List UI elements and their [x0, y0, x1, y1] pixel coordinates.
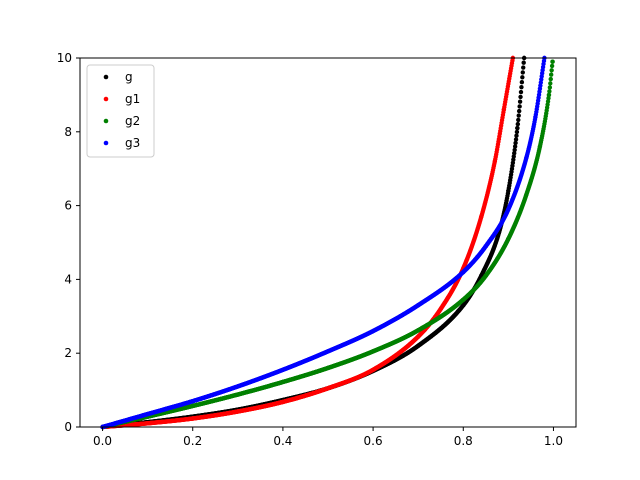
curve-marker-g — [513, 140, 518, 146]
x-tick-label: 0.4 — [273, 434, 292, 448]
curve-marker-g2 — [548, 76, 553, 82]
curve-marker-g — [512, 144, 518, 149]
curve-marker-g — [515, 125, 520, 131]
curve-marker-g2 — [548, 81, 553, 86]
curve-marker-g2 — [547, 85, 553, 90]
legend-marker-g2 — [103, 118, 109, 124]
curve-marker-g2 — [546, 92, 552, 98]
axes: 0.0 0.2 0.4 0.6 0.8 1.0 0 2 4 6 8 10 — [57, 51, 577, 448]
legend: g g1 g2 g3 — [86, 64, 155, 158]
curve-marker-g — [515, 121, 521, 127]
curve-marker-g — [514, 133, 519, 138]
curve-marker-g — [516, 108, 522, 114]
curve-marker-g — [516, 113, 521, 118]
curve-marker-g2 — [547, 89, 552, 94]
curve-marker-g2 — [546, 96, 551, 101]
curve-marker-g — [518, 94, 523, 100]
legend-label-g1: g1 — [125, 92, 140, 106]
curve-marker-g — [518, 89, 524, 95]
curve-marker-g — [519, 84, 524, 90]
legend-label-g2: g2 — [125, 114, 140, 128]
y-tick-label: 4 — [64, 272, 72, 286]
curve-marker-g — [520, 75, 525, 80]
series-g3 — [100, 55, 547, 430]
legend-marker-g3 — [103, 140, 109, 146]
y-tick-label: 6 — [64, 199, 72, 213]
legend-box — [86, 64, 155, 158]
legend-marker-g — [103, 74, 109, 80]
x-tick-label: 1.0 — [544, 434, 563, 448]
legend-label-g3: g3 — [125, 136, 140, 150]
y-tick-label: 2 — [64, 346, 72, 360]
y-tick-label: 8 — [64, 125, 72, 139]
curve-marker-g2 — [550, 59, 555, 64]
x-tick-label: 0.8 — [454, 434, 473, 448]
x-tick-label: 0.0 — [93, 434, 112, 448]
curve-marker-g — [517, 104, 522, 109]
curve-marker-g — [519, 80, 525, 85]
plot-area — [100, 55, 555, 430]
x-tick-label: 0.2 — [183, 434, 202, 448]
legend-label-g: g — [125, 70, 133, 84]
curve-marker-g — [517, 99, 523, 104]
curve-marker-g — [521, 60, 526, 65]
curve-marker-g — [511, 154, 516, 159]
series-g1 — [100, 55, 516, 430]
y-tick-label: 10 — [57, 51, 72, 65]
axes-frame — [79, 57, 577, 428]
curve-marker-g — [514, 129, 520, 135]
y-tick-label: 0 — [64, 420, 72, 434]
curve-marker-g2 — [549, 63, 555, 69]
curve-marker-g — [512, 147, 517, 153]
curve-marker-g2 — [549, 72, 554, 77]
curve-marker-g2 — [549, 68, 554, 73]
curve-marker-g — [512, 151, 517, 156]
curve-marker-g — [520, 70, 525, 75]
legend-marker-g1 — [103, 96, 109, 102]
curve-marker-g — [513, 137, 519, 142]
x-tick-label: 0.6 — [364, 434, 383, 448]
curve-marker-g2 — [545, 99, 551, 104]
curve-marker-g — [516, 117, 521, 123]
curve-marker-g — [521, 65, 526, 70]
